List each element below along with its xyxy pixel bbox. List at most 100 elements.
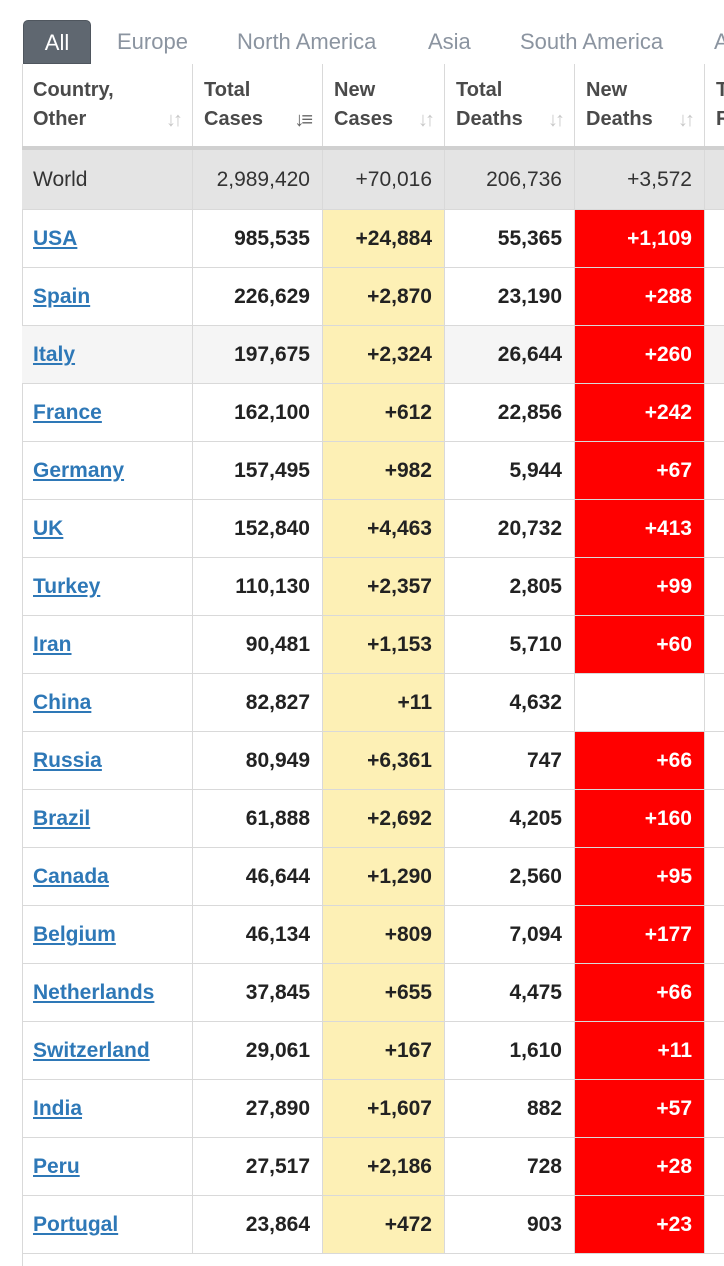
new-cases-cell: +167 (323, 1022, 445, 1079)
new-cases-cell: +809 (323, 906, 445, 963)
new-deaths-cell: +57 (575, 1080, 705, 1137)
tab-north-america[interactable]: North America (237, 29, 377, 54)
table-left-border (22, 64, 23, 1266)
country-cell: Belgium (22, 906, 193, 963)
total-cases-cell: 226,629 (193, 268, 323, 325)
truncated-cell (705, 964, 724, 1021)
total-cases-cell: 37,845 (193, 964, 323, 1021)
country-link[interactable]: USA (33, 227, 78, 250)
country-link[interactable]: Switzerland (33, 1039, 150, 1062)
header-new-cases[interactable]: New Cases ↓↑ (323, 64, 445, 146)
country-cell: Germany (22, 442, 193, 499)
covid-table: Country, Other ↓↑ Total Cases ↓≡ New Cas… (22, 64, 724, 1266)
truncated-cell (705, 384, 724, 441)
country-link[interactable]: Peru (33, 1155, 80, 1178)
new-deaths-cell: +242 (575, 384, 705, 441)
total-deaths-cell: 5,944 (445, 442, 575, 499)
truncated-cell (705, 1022, 724, 1079)
new-cases-cell: +655 (323, 964, 445, 1021)
total-deaths-cell: 55,365 (445, 210, 575, 267)
country-link[interactable]: France (33, 401, 102, 424)
country-link[interactable]: Germany (33, 459, 125, 482)
world-total-cases: 2,989,420 (193, 150, 323, 209)
new-cases-cell: +1,607 (323, 1080, 445, 1137)
country-link[interactable]: Italy (33, 343, 76, 366)
country-link[interactable]: Iran (33, 633, 72, 656)
tab-europe[interactable]: Europe (117, 29, 188, 54)
table-row: Turkey 110,130 +2,357 2,805 +99 (22, 558, 724, 616)
new-cases-cell: +2,324 (323, 326, 445, 383)
country-link[interactable]: Brazil (33, 807, 91, 830)
total-cases-cell: 162,100 (193, 384, 323, 441)
country-cell: Turkey (22, 558, 193, 615)
header-new-deaths-line2: Deaths (586, 108, 653, 130)
header-truncated[interactable]: T R (705, 64, 724, 146)
tab-all[interactable]: All (23, 20, 91, 64)
world-total-deaths: 206,736 (445, 150, 575, 209)
header-new-deaths[interactable]: New Deaths ↓↑ (575, 64, 705, 146)
header-new-deaths-line1: New (586, 79, 628, 101)
header-total-deaths[interactable]: Total Deaths ↓↑ (445, 64, 575, 146)
country-link[interactable]: Russia (33, 749, 102, 772)
country-link[interactable]: Belgium (33, 923, 116, 946)
header-total-deaths-line2: Deaths (456, 108, 523, 130)
total-cases-cell: 197,675 (193, 326, 323, 383)
new-cases-cell: +4,463 (323, 500, 445, 557)
country-link[interactable]: India (33, 1097, 83, 1120)
total-deaths-cell: 4,205 (445, 790, 575, 847)
new-deaths-cell: +177 (575, 906, 705, 963)
country-cell: Canada (22, 848, 193, 905)
tab-truncated[interactable]: A (714, 29, 724, 54)
header-country[interactable]: Country, Other ↓↑ (22, 64, 193, 146)
truncated-cell (705, 326, 724, 383)
table-row: France 162,100 +612 22,856 +242 (22, 384, 724, 442)
table-row: Brazil 61,888 +2,692 4,205 +160 (22, 790, 724, 848)
table-row: Portugal 23,864 +472 903 +23 (22, 1196, 724, 1254)
total-cases-cell: 90,481 (193, 616, 323, 673)
new-deaths-cell: +67 (575, 442, 705, 499)
truncated-cell (705, 616, 724, 673)
header-country-line2: Other (33, 108, 87, 130)
country-link[interactable]: China (33, 691, 92, 714)
country-link[interactable]: Turkey (33, 575, 101, 598)
truncated-cell (705, 558, 724, 615)
header-country-line1: Country, (33, 79, 114, 101)
new-deaths-cell: +60 (575, 616, 705, 673)
total-deaths-cell: 903 (445, 1196, 575, 1253)
new-deaths-cell: +1,109 (575, 210, 705, 267)
country-link[interactable]: Spain (33, 285, 91, 308)
tab-asia[interactable]: Asia (428, 29, 471, 54)
truncated-cell (705, 732, 724, 789)
table-row: Germany 157,495 +982 5,944 +67 (22, 442, 724, 500)
total-deaths-cell: 7,094 (445, 906, 575, 963)
new-cases-cell: +24,884 (323, 210, 445, 267)
country-link[interactable]: Portugal (33, 1213, 119, 1236)
new-cases-cell: +6,361 (323, 732, 445, 789)
new-deaths-cell: +260 (575, 326, 705, 383)
new-cases-cell: +1,290 (323, 848, 445, 905)
truncated-cell (705, 1080, 724, 1137)
header-total-cases-line1: Total (204, 79, 251, 101)
total-cases-cell: 27,890 (193, 1080, 323, 1137)
header-new-cases-line1: New (334, 79, 376, 101)
new-cases-cell: +2,692 (323, 790, 445, 847)
country-link[interactable]: Netherlands (33, 981, 155, 1004)
header-new-cases-line2: Cases (334, 108, 393, 130)
total-deaths-cell: 2,560 (445, 848, 575, 905)
country-link[interactable]: Canada (33, 865, 109, 888)
new-cases-cell: +982 (323, 442, 445, 499)
truncated-cell (705, 210, 724, 267)
total-deaths-cell: 4,475 (445, 964, 575, 1021)
new-deaths-cell: +11 (575, 1022, 705, 1079)
sort-icon: ↓↑ (678, 109, 695, 131)
total-deaths-cell: 26,644 (445, 326, 575, 383)
country-link[interactable]: UK (33, 517, 64, 540)
tab-south-america[interactable]: South America (520, 29, 664, 54)
new-deaths-cell: +66 (575, 732, 705, 789)
table-row: UK 152,840 +4,463 20,732 +413 (22, 500, 724, 558)
total-cases-cell: 110,130 (193, 558, 323, 615)
country-cell: USA (22, 210, 193, 267)
truncated-cell (705, 1138, 724, 1195)
header-total-cases[interactable]: Total Cases ↓≡ (193, 64, 323, 146)
country-cell: Peru (22, 1138, 193, 1195)
